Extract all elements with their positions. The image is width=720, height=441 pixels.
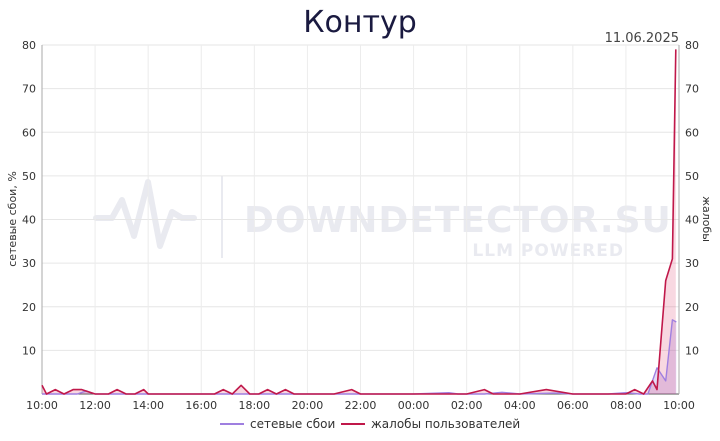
legend-item-complaints[interactable]: жалобы пользователей <box>341 417 520 431</box>
y-tick-right-label: 10 <box>685 344 699 357</box>
y-tick-left-label: 50 <box>22 170 36 183</box>
legend-label-complaints: жалобы пользователей <box>371 417 520 431</box>
series-line-network <box>42 319 677 395</box>
x-tick-label: 14:00 <box>132 399 164 412</box>
legend-label-network: сетевые сбои <box>250 417 335 431</box>
y-axis-right-title: жалобы <box>700 196 713 242</box>
y-tick-right-label: 20 <box>685 301 699 314</box>
x-tick-label: 08:00 <box>610 399 642 412</box>
x-tick-label: 06:00 <box>557 399 589 412</box>
x-tick-label: 22:00 <box>345 399 377 412</box>
y-tick-left-label: 30 <box>22 257 36 270</box>
y-tick-right-label: 40 <box>685 214 699 227</box>
chart-title: Контур <box>303 5 417 40</box>
y-tick-right-label: 30 <box>685 257 699 270</box>
watermark-pulse-icon <box>93 179 197 249</box>
y-tick-left-label: 20 <box>22 301 36 314</box>
x-ticks: 10:00 12:00 14:00 16:00 18:00 20:00 22:00 00:00… <box>26 399 695 412</box>
watermark: DOWNDETECTOR.SU LLM POWERED <box>93 176 672 261</box>
y-tick-right-label: 70 <box>685 83 699 96</box>
y-tick-left-label: 60 <box>22 126 36 139</box>
legend: сетевые сбои жалобы пользователей <box>220 417 520 431</box>
series-area-network <box>42 319 677 394</box>
x-tick-label: 12:00 <box>79 399 111 412</box>
x-tick-label: 20:00 <box>292 399 324 412</box>
y-tick-left-label: 10 <box>22 344 36 357</box>
x-tick-label: 04:00 <box>504 399 536 412</box>
grid <box>41 44 680 394</box>
y-ticks-left: 10 20 30 40 50 60 70 80 <box>22 39 36 357</box>
y-tick-left-label: 70 <box>22 83 36 96</box>
series-line-complaints <box>41 49 677 395</box>
x-tick-label: 10:00 <box>26 399 58 412</box>
y-axis-left-title: сетевые сбои, % <box>6 171 19 267</box>
x-tick-label: 18:00 <box>238 399 270 412</box>
legend-item-network[interactable]: сетевые сбои <box>220 417 335 431</box>
watermark-main-text: DOWNDETECTOR.SU <box>244 200 672 241</box>
x-tick-label: 00:00 <box>398 399 430 412</box>
y-tick-right-label: 50 <box>685 170 699 183</box>
y-tick-left-label: 40 <box>22 214 36 227</box>
x-tick-label: 10:00 <box>663 399 695 412</box>
y-tick-left-label: 80 <box>22 39 36 52</box>
y-ticks-right: 10 20 30 40 50 60 70 80 <box>685 39 699 357</box>
chart-date: 11.06.2025 <box>605 31 679 46</box>
x-tick-label: 16:00 <box>185 399 217 412</box>
y-tick-right-label: 80 <box>685 39 699 52</box>
x-tick-label: 02:00 <box>451 399 483 412</box>
y-tick-right-label: 60 <box>685 126 699 139</box>
watermark-sub-text: LLM POWERED <box>472 241 624 261</box>
series <box>41 49 677 395</box>
